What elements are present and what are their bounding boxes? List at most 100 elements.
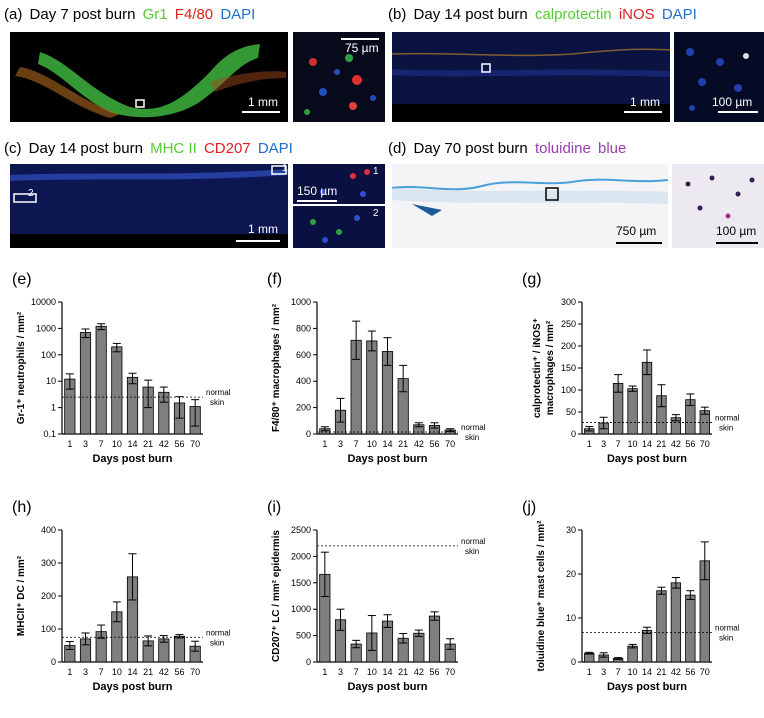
y-tick-label: 10000	[31, 297, 56, 307]
inset-image	[320, 169, 370, 197]
x-tick-label: 1	[587, 667, 592, 677]
y-tick-label: 200	[561, 341, 576, 351]
x-tick-label: 42	[671, 667, 681, 677]
chart-letter: (h)	[12, 499, 32, 516]
x-tick-label: 42	[671, 439, 681, 449]
x-tick-label: 21	[398, 439, 408, 449]
y-tick-label: 0	[51, 657, 56, 667]
x-axis-label: Days post burn	[607, 681, 687, 693]
y-tick-label: 20	[566, 569, 576, 579]
micrograph-main: 1 mm	[10, 32, 288, 122]
reference-label: normal	[206, 388, 231, 397]
scale-label: 75 µm	[345, 41, 379, 55]
x-tick-label: 70	[700, 439, 710, 449]
x-tick-label: 7	[616, 667, 621, 677]
bar	[173, 635, 186, 663]
y-tick-label: 0	[571, 657, 576, 667]
y-tick-label: 50	[566, 407, 576, 417]
y-tick-label: 0	[306, 657, 311, 667]
reference-label: skin	[719, 634, 733, 643]
inset-image	[310, 215, 360, 243]
panel-a-label: (a) Day 7 post burn Gr1 F4/80 DAPI	[4, 6, 255, 23]
x-tick-label: 1	[67, 439, 72, 449]
panel-letter: (c)	[4, 140, 22, 157]
panel-title: Day 14 post burn	[413, 6, 528, 23]
box-label: 2	[28, 188, 34, 199]
micrograph-main: 2 1 1 mm	[10, 164, 288, 248]
reference-label: skin	[719, 424, 733, 433]
chart-i: (i) 0 500 1000 1500 2000 2500 1 3 7 10 14 21 42 56 70 no…	[267, 499, 486, 693]
x-tick-label: 56	[429, 667, 439, 677]
stain-label: toluidine	[534, 140, 591, 157]
y-axis-label: F4/80⁺ macrophages / mm²	[271, 303, 282, 432]
scale-label: 1 mm	[630, 95, 660, 109]
reference-label: normal	[206, 628, 231, 637]
y-axis-label: Gr-1⁺ neutrophils / mm²	[16, 311, 27, 424]
x-tick-label: 10	[112, 667, 122, 677]
panel-a: (a) Day 7 post burn Gr1 F4/80 DAPI 1 mm …	[0, 0, 385, 125]
x-tick-label: 3	[83, 439, 88, 449]
x-tick-label: 14	[127, 439, 137, 449]
stain-label: DAPI	[220, 6, 256, 23]
bar	[641, 629, 653, 663]
inset-number: 1	[373, 166, 379, 177]
y-tick-label: 100	[41, 624, 56, 634]
y-tick-label: 2000	[291, 551, 311, 561]
chart-letter: (f)	[267, 271, 282, 288]
x-tick-label: 7	[616, 439, 621, 449]
bar	[656, 590, 667, 663]
x-tick-label: 3	[601, 667, 606, 677]
scale-label: 1 mm	[248, 95, 278, 109]
bar	[111, 346, 123, 435]
x-tick-label: 14	[382, 667, 392, 677]
panel-title: Day 14 post burn	[28, 140, 143, 157]
x-tick-label: 21	[656, 667, 666, 677]
y-tick-label: 30	[566, 525, 576, 535]
x-tick-label: 1	[67, 667, 72, 677]
bar	[685, 594, 696, 663]
reference-label: skin	[465, 547, 479, 556]
x-axis-label: Days post burn	[607, 453, 687, 465]
x-tick-label: 7	[354, 667, 359, 677]
panel-c-label: (c) Day 14 post burn MHC II CD207 DAPI	[4, 140, 293, 157]
y-axis-label: calprotectin⁺ / iNOS⁺	[532, 318, 543, 418]
y-tick-label: 1000	[291, 297, 311, 307]
x-axis-label: Days post burn	[347, 681, 427, 693]
y-tick-label: 0	[571, 429, 576, 439]
y-tick-label: 0	[306, 429, 311, 439]
panel-title: Day 70 post burn	[413, 140, 528, 157]
x-tick-label: 56	[174, 667, 184, 677]
stain-label: Gr1	[142, 6, 168, 23]
y-tick-label: 150	[561, 363, 576, 373]
inset-image	[685, 175, 755, 219]
y-tick-label: 0.1	[43, 429, 56, 439]
inset-image	[686, 48, 749, 111]
x-tick-label: 56	[685, 667, 695, 677]
bar	[95, 325, 107, 435]
bar	[366, 340, 378, 435]
x-tick-label: 21	[143, 667, 153, 677]
x-tick-label: 21	[398, 667, 408, 677]
x-tick-label: 42	[414, 439, 424, 449]
chart-letter: (e)	[12, 271, 32, 288]
stain-label: DAPI	[661, 6, 697, 23]
x-tick-label: 3	[338, 439, 343, 449]
x-tick-label: 7	[99, 667, 104, 677]
stain-label: calprotectin	[534, 6, 612, 23]
panel-c: (c) Day 14 post burn MHC II CD207 DAPI 2…	[0, 134, 385, 252]
y-tick-label: 800	[296, 323, 311, 333]
x-axis-label: Days post burn	[92, 681, 172, 693]
x-tick-label: 3	[601, 439, 606, 449]
x-tick-label: 70	[445, 439, 455, 449]
x-tick-label: 7	[354, 439, 359, 449]
scale-label: 150 µm	[297, 184, 338, 198]
x-tick-label: 1	[322, 439, 327, 449]
x-tick-label: 14	[642, 667, 652, 677]
chart-f: (f) 0 200 400 600 800 1000 1 3 7 10 14 21 42 56 70 norma…	[267, 271, 486, 465]
y-tick-label: 300	[561, 297, 576, 307]
x-tick-label: 10	[367, 667, 377, 677]
panel-letter: (b)	[388, 6, 407, 23]
micrograph-inset: 75 µm	[293, 32, 385, 122]
x-tick-label: 21	[143, 439, 153, 449]
micrograph-main: 750 µm	[392, 164, 668, 248]
